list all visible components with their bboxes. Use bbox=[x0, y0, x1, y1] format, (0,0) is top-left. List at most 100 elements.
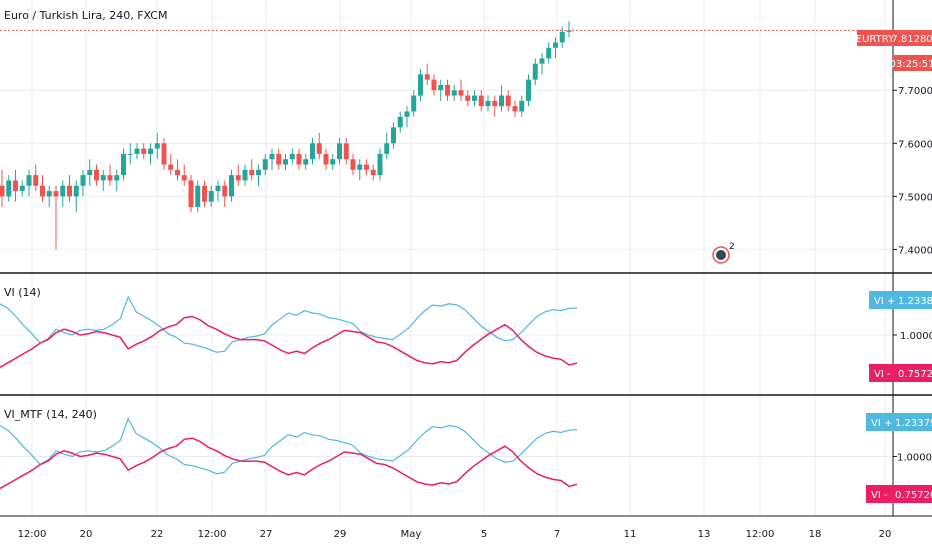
countdown-label: 03:25:51 bbox=[890, 59, 932, 70]
candle-body bbox=[283, 159, 288, 165]
vi-plus-tag: VI + 1.2338 bbox=[869, 291, 932, 309]
candle-body bbox=[73, 185, 79, 197]
candle-body bbox=[512, 106, 518, 112]
candle-body bbox=[256, 169, 261, 176]
candle-body bbox=[485, 100, 491, 107]
vi-minus-line bbox=[0, 315, 578, 369]
symbol-tag: EURTRY bbox=[856, 30, 895, 46]
candle-body bbox=[391, 127, 396, 144]
candle-body bbox=[269, 153, 275, 160]
last-price-label: 7.81280 bbox=[891, 34, 932, 45]
candle-body bbox=[505, 95, 511, 107]
candle-body bbox=[350, 159, 356, 170]
candle-body bbox=[303, 159, 309, 165]
candle-body bbox=[404, 111, 410, 117]
symbol-tag-label: EURTRY bbox=[856, 34, 895, 45]
indicator-tick-label: 1.0000 bbox=[900, 331, 932, 342]
countdown-tag: 03:25:51 bbox=[890, 55, 932, 71]
candle-body bbox=[384, 143, 390, 154]
chart-title: Euro / Turkish Lira, 240, FXCM bbox=[4, 9, 167, 22]
candle-body bbox=[107, 175, 113, 181]
vi-mtf-plus-tag-name: VI + bbox=[871, 418, 892, 429]
alert-badge-icon[interactable]: 2 bbox=[712, 242, 735, 264]
candle-body bbox=[114, 175, 120, 181]
time-tick-label: 12:00 bbox=[746, 529, 775, 540]
candle-body bbox=[215, 185, 221, 192]
candle-body bbox=[316, 143, 322, 154]
candle-body bbox=[532, 63, 538, 80]
time-tick-label: 5 bbox=[481, 529, 487, 540]
time-axis[interactable]: 12:00 20 22 12:00 27 29 May 5 7 11 13 12:00 18 20 bbox=[18, 529, 892, 540]
candle-body bbox=[559, 31, 565, 43]
candle-body bbox=[249, 169, 255, 176]
vi-mtf-pane[interactable]: VI_MTF (14, 240) bbox=[0, 408, 578, 490]
candle-body bbox=[411, 95, 417, 112]
candle-body bbox=[121, 153, 126, 176]
last-price-tag: 7.81280 bbox=[891, 30, 932, 46]
candle-body bbox=[465, 95, 471, 101]
candle-body bbox=[148, 148, 153, 154]
candle-body bbox=[141, 148, 147, 154]
candle-body bbox=[134, 148, 140, 154]
price-tick-label: 7.40000 bbox=[898, 245, 932, 256]
candle-body bbox=[26, 175, 32, 186]
vi-plus-tag-value: 1.2338 bbox=[898, 296, 932, 307]
alert-badge-count: 2 bbox=[729, 242, 735, 252]
candle-body bbox=[181, 175, 187, 181]
candle-body bbox=[323, 153, 329, 165]
candle-body bbox=[492, 100, 498, 107]
price-axis[interactable]: 7.40000 7.50000 7.60000 7.70000 1.0000 1.0000… bbox=[893, 86, 932, 464]
candle-body bbox=[208, 191, 214, 202]
vi-mtf-plus-tag: VI + 1.23379 bbox=[866, 413, 932, 431]
price-pane[interactable]: Euro / Turkish Lira, 240, FXCM bbox=[0, 9, 893, 250]
candle-body bbox=[195, 185, 201, 207]
candle-body bbox=[310, 143, 315, 160]
candle-body bbox=[357, 164, 363, 170]
candlestick-series bbox=[0, 21, 572, 250]
candle-body bbox=[451, 90, 457, 96]
candle-body bbox=[445, 84, 450, 96]
candle-body bbox=[94, 169, 99, 181]
candle-body bbox=[418, 74, 423, 96]
candle-body bbox=[472, 95, 477, 101]
candle-body bbox=[6, 180, 12, 197]
time-tick-label: 18 bbox=[809, 529, 822, 540]
candle-body bbox=[67, 185, 72, 197]
time-tick-label: 11 bbox=[624, 529, 637, 540]
time-tick-label: 12:00 bbox=[18, 529, 47, 540]
candle-body bbox=[276, 153, 282, 165]
indicator-tick-label: 1.00000 bbox=[897, 453, 932, 464]
candle-body bbox=[100, 175, 106, 181]
candle-body bbox=[519, 100, 525, 112]
candle-body bbox=[60, 185, 66, 197]
vi-title: VI (14) bbox=[4, 286, 41, 299]
vi-plus-tag-name: VI + bbox=[874, 296, 895, 307]
vi-pane[interactable]: VI (14) bbox=[0, 286, 578, 369]
candle-body bbox=[53, 191, 59, 197]
candle-body bbox=[262, 159, 268, 170]
candle-body bbox=[343, 143, 349, 160]
candle-body bbox=[222, 185, 228, 197]
candle-body bbox=[202, 185, 207, 202]
vi-mtf-plus-line bbox=[0, 417, 578, 475]
vi-mtf-title: VI_MTF (14, 240) bbox=[4, 408, 97, 421]
candle-body bbox=[337, 143, 342, 160]
candle-body bbox=[33, 175, 39, 186]
candle-body bbox=[566, 30, 572, 32]
vi-mtf-minus-tag: VI - 0.75720 bbox=[866, 485, 932, 503]
candle-body bbox=[478, 95, 484, 107]
vi-mtf-plus-tag-value: 1.23379 bbox=[895, 418, 932, 429]
candle-body bbox=[377, 153, 383, 176]
candle-body bbox=[40, 185, 45, 197]
candle-body bbox=[553, 42, 558, 48]
candle-body bbox=[161, 143, 167, 165]
candle-body bbox=[370, 169, 376, 176]
time-tick-label: May bbox=[401, 529, 422, 540]
vi-plus-line bbox=[0, 295, 578, 353]
candle-body bbox=[431, 79, 437, 91]
time-tick-label: 20 bbox=[80, 529, 93, 540]
time-tick-label: 27 bbox=[260, 529, 273, 540]
candle-body bbox=[19, 185, 25, 192]
candle-body bbox=[87, 169, 93, 176]
vi-minus-tag: VI - 0.7572 bbox=[869, 364, 932, 382]
